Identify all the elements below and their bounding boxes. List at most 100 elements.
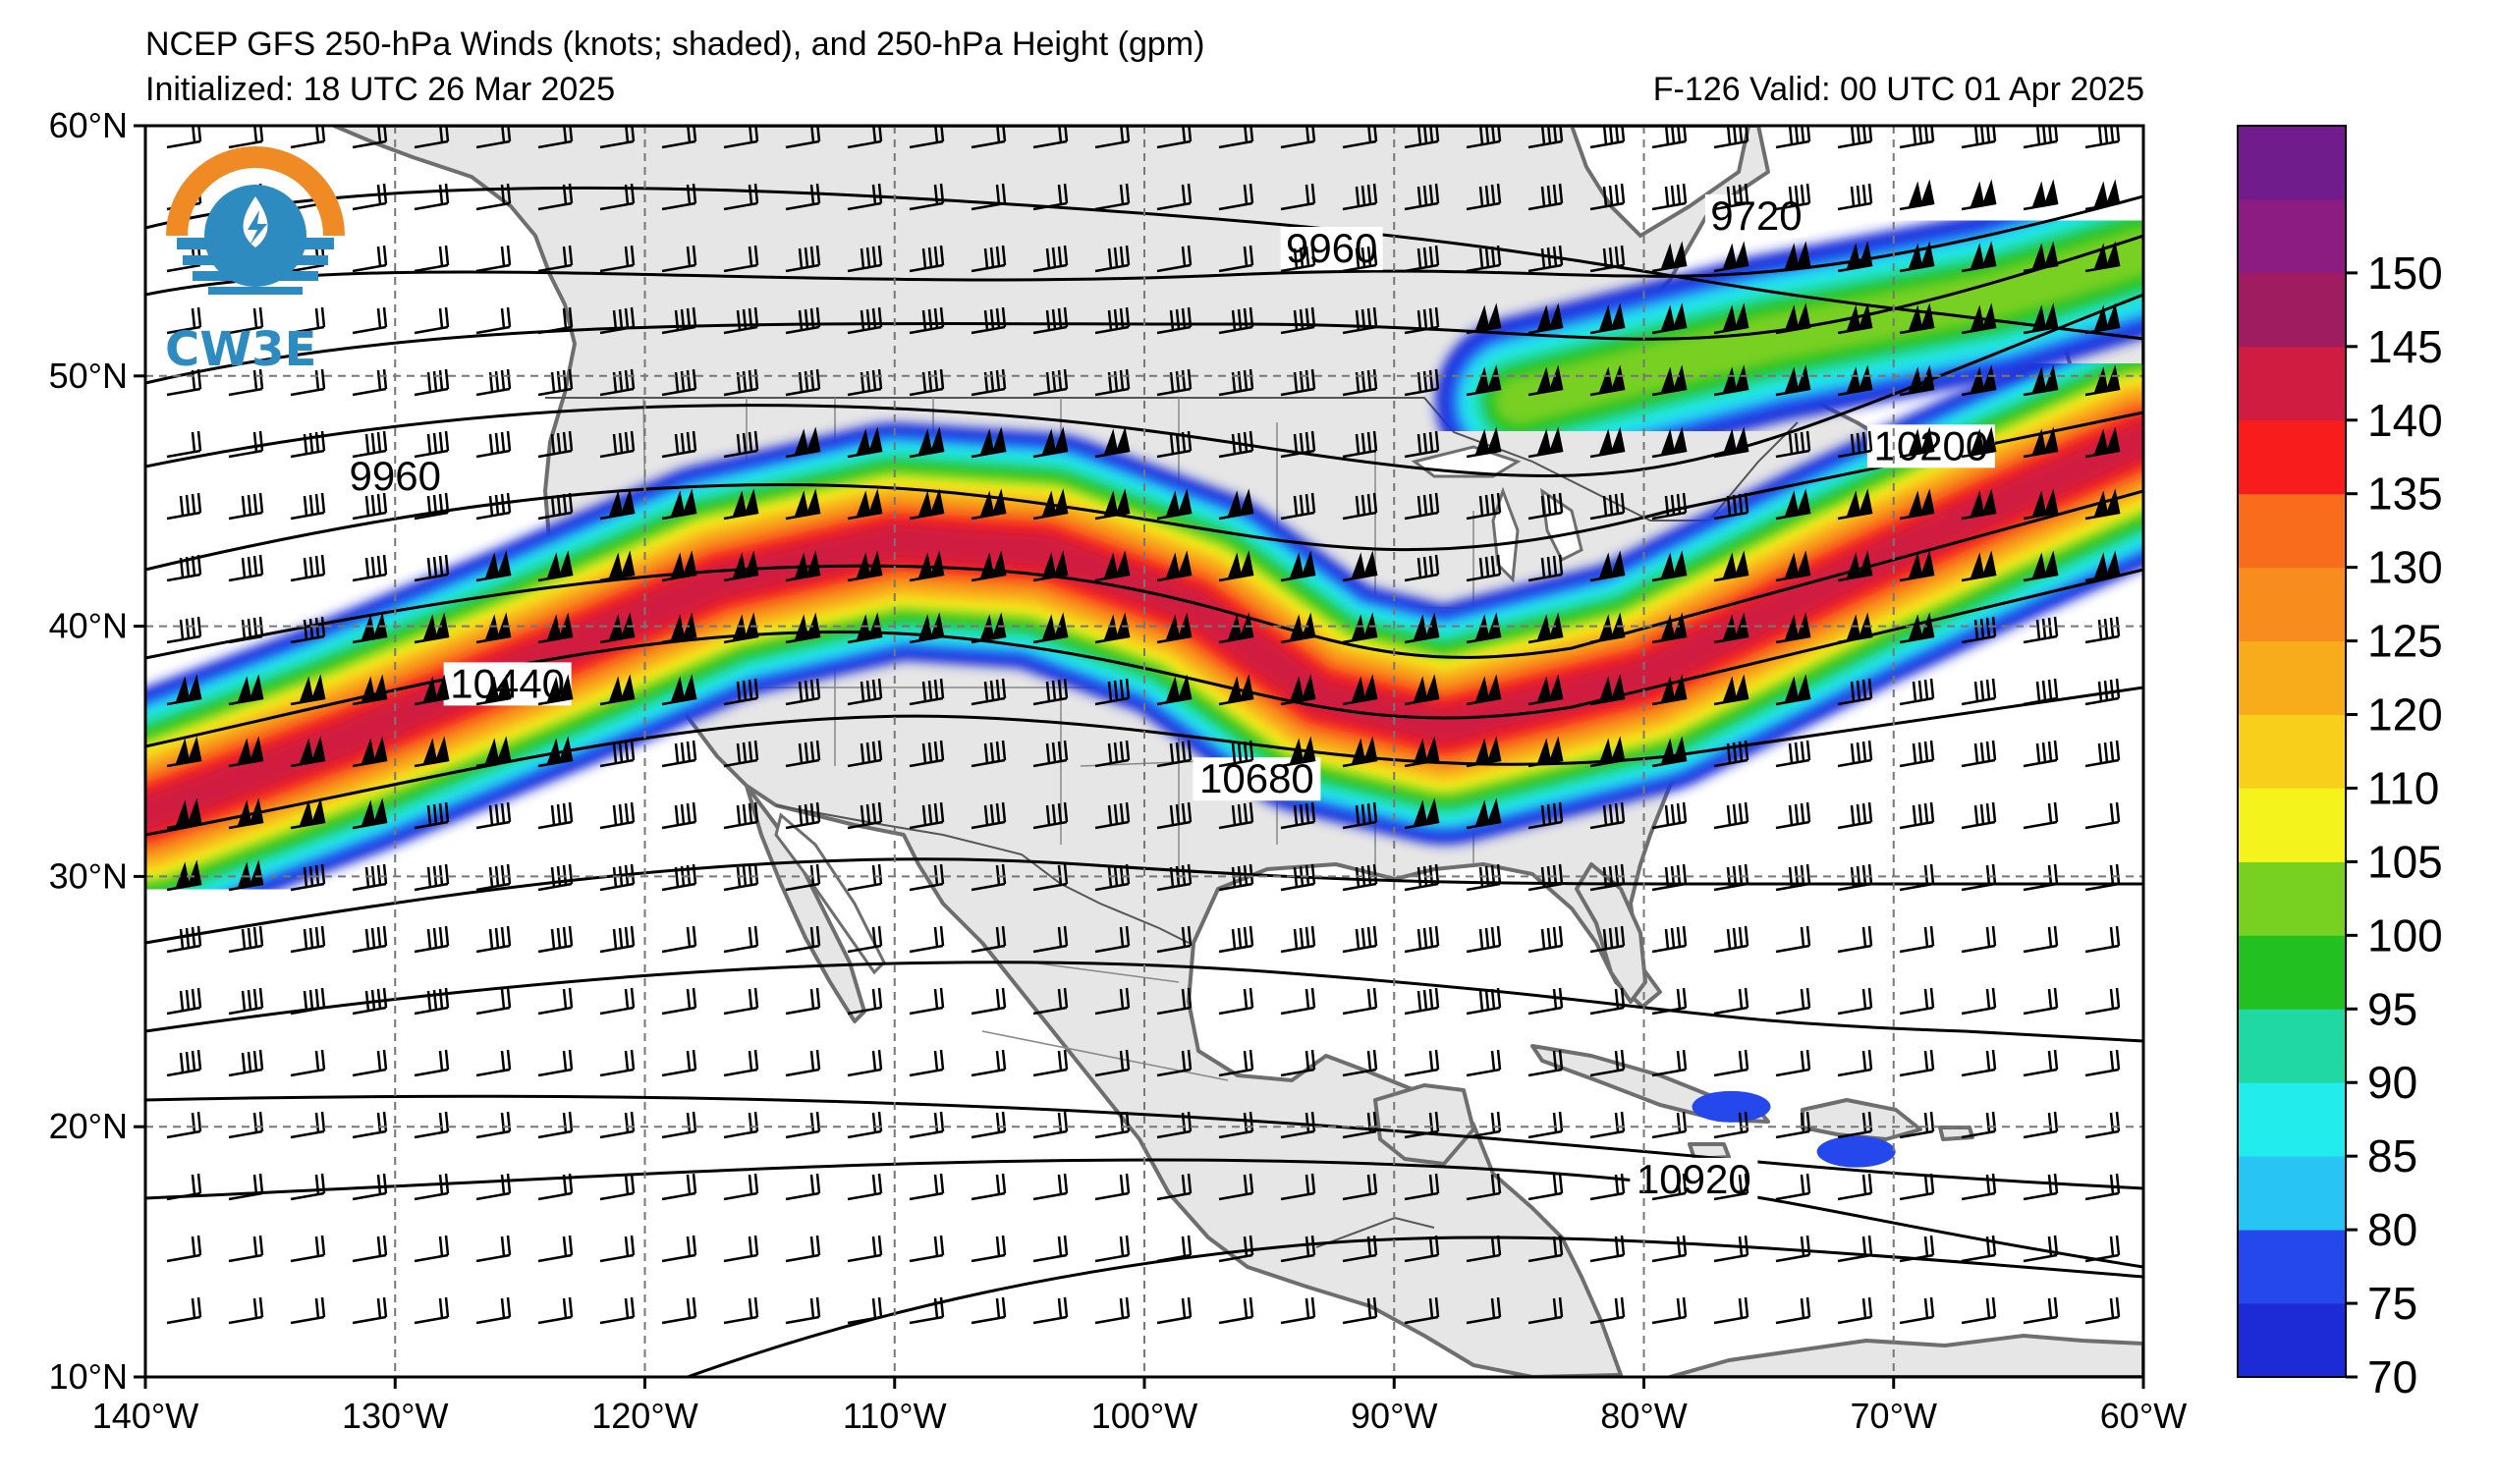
wind-barb xyxy=(1651,550,1688,582)
wind-barb xyxy=(2023,678,2059,706)
wind-barb xyxy=(290,368,326,397)
wind-barb xyxy=(228,1235,264,1263)
wind-barb xyxy=(475,183,512,211)
wind-barb xyxy=(1899,426,1935,459)
wind-barb xyxy=(1527,1049,1564,1077)
wind-barb xyxy=(414,801,450,830)
wind-barb xyxy=(1961,740,1997,768)
wind-barb xyxy=(475,550,512,582)
wind-barb xyxy=(1280,368,1316,397)
wind-barb xyxy=(661,740,697,768)
wind-barb xyxy=(1218,1049,1254,1077)
wind-barb xyxy=(1837,1296,1873,1325)
wind-barb xyxy=(537,245,574,273)
wind-barb xyxy=(1466,987,1502,1016)
map-axes: 140°W 130°W 120°W 110°W 100°W 90°W 80°W 70°W 60°… xyxy=(49,105,2188,1436)
wind-barb xyxy=(414,1235,450,1263)
wind-barb xyxy=(1527,1173,1564,1201)
wind-barb xyxy=(1713,492,1749,521)
wind-barb xyxy=(1218,183,1254,211)
wind-barb xyxy=(971,368,1007,397)
wind-barb xyxy=(1837,126,1873,149)
wind-barb xyxy=(1342,987,1378,1016)
wind-barb xyxy=(1589,183,1626,211)
wind-barb xyxy=(1466,1111,1502,1139)
colorbar-label: 100 xyxy=(2367,909,2443,961)
wind-barb xyxy=(1342,674,1378,706)
wind-barb xyxy=(414,245,450,273)
wind-barb xyxy=(1280,306,1316,335)
wind-barb xyxy=(1713,1296,1749,1325)
wind-barb xyxy=(475,674,512,706)
wind-barb xyxy=(1218,925,1254,954)
wind-barb xyxy=(847,488,883,521)
wind-barb xyxy=(2023,1111,2059,1139)
colorbar-segment xyxy=(2238,493,2346,569)
wind-barb xyxy=(785,1296,821,1325)
wind-barb xyxy=(352,1049,388,1077)
wind-barb xyxy=(414,736,450,768)
wind-barb xyxy=(414,183,450,211)
wind-barb xyxy=(1775,364,1811,397)
wind-barb xyxy=(1032,740,1069,768)
wind-barb xyxy=(1651,364,1688,397)
wind-barb xyxy=(2084,241,2121,273)
wind-barb xyxy=(2023,426,2059,459)
wind-barb xyxy=(1775,488,1811,521)
wind-barb xyxy=(537,674,574,706)
wind-barb xyxy=(1280,925,1316,954)
wind-barb xyxy=(352,492,388,521)
wind-barb xyxy=(2084,426,2121,459)
wind-barb xyxy=(166,430,202,459)
wind-barb xyxy=(909,1111,945,1139)
wind-barb xyxy=(1775,430,1811,459)
wind-barb xyxy=(1466,797,1502,830)
colorbar-frame xyxy=(2237,125,2347,1378)
wind-barb xyxy=(1280,245,1316,273)
wind-barb xyxy=(1527,674,1564,706)
jet-speed-band xyxy=(1494,226,2143,426)
wind-barb xyxy=(1156,1111,1193,1139)
colorbar-label: 85 xyxy=(2367,1130,2417,1182)
wind-barb xyxy=(1280,1235,1316,1263)
wind-barb xyxy=(1961,925,1997,954)
wind-barb xyxy=(537,368,574,397)
wind-barb xyxy=(2023,863,2059,892)
wind-barb xyxy=(414,492,450,521)
wind-barb xyxy=(1527,736,1564,768)
wind-barb xyxy=(537,492,574,521)
wind-barb xyxy=(1466,302,1502,335)
wind-barb xyxy=(1837,302,1873,335)
wind-barb xyxy=(166,1235,202,1263)
wind-barb xyxy=(1837,1111,1873,1139)
wind-barb xyxy=(290,1296,326,1325)
wind-barb xyxy=(1527,1111,1564,1139)
wind-barb xyxy=(166,554,202,582)
wind-barb xyxy=(1651,426,1688,459)
wind-barb xyxy=(1589,801,1626,830)
colorbar-label: 120 xyxy=(2367,689,2443,741)
wind-barb xyxy=(1899,987,1935,1016)
wind-barb xyxy=(1527,801,1564,830)
wind-barb xyxy=(1651,925,1688,954)
wind-barb xyxy=(1466,1173,1502,1201)
wind-barb xyxy=(414,1173,450,1201)
gulf-of-california xyxy=(774,812,886,975)
wind-barb xyxy=(847,863,883,892)
wind-barb xyxy=(1218,245,1254,273)
wind-barb xyxy=(785,740,821,768)
colorbar-segment xyxy=(2238,346,2346,421)
wind-barb xyxy=(1342,368,1378,397)
wind-barb xyxy=(1713,1049,1749,1077)
wind-barb xyxy=(1589,1235,1626,1263)
wind-barb xyxy=(599,550,636,582)
wind-barb xyxy=(1404,1111,1440,1139)
wind-barb xyxy=(1899,678,1935,706)
wind-barb xyxy=(290,987,326,1016)
wind-barb xyxy=(1961,488,1997,521)
wind-barb xyxy=(909,863,945,892)
wind-barb xyxy=(1527,364,1564,397)
wind-barb xyxy=(475,245,512,273)
wind-barb xyxy=(1713,740,1749,768)
wind-barb xyxy=(847,678,883,706)
